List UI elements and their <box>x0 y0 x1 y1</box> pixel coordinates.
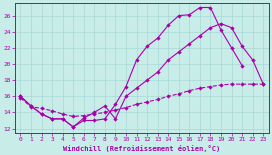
X-axis label: Windchill (Refroidissement éolien,°C): Windchill (Refroidissement éolien,°C) <box>63 144 221 152</box>
